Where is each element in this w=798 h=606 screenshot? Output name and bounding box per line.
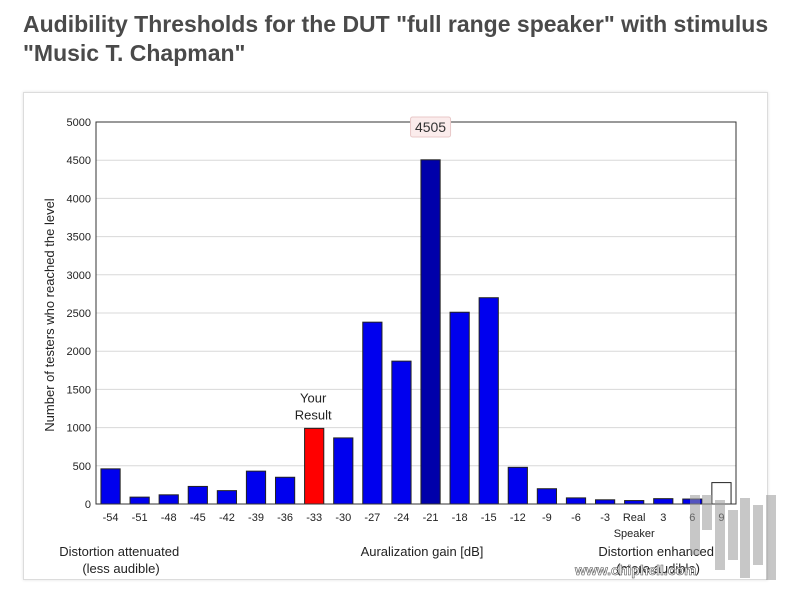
right-note-line-2: (more audible) — [616, 561, 700, 576]
bar[interactable] — [594, 499, 616, 505]
x-tick-label: -45 — [190, 512, 206, 524]
y-tick-label: 4500 — [67, 155, 91, 167]
bar[interactable] — [565, 497, 587, 505]
bar[interactable] — [478, 297, 499, 505]
right-note: Distortion enhanced (more audible) — [598, 544, 717, 576]
bar[interactable] — [245, 470, 267, 505]
tooltip-value: 4505 — [415, 119, 446, 135]
x-tick-label: -18 — [452, 512, 468, 524]
x-tick-label: 9 — [718, 512, 724, 524]
bars-group — [100, 159, 732, 505]
x-tick-label: -3 — [600, 512, 610, 524]
bar[interactable] — [711, 482, 732, 505]
page-title: Audibility Thresholds for the DUT "full … — [23, 11, 769, 66]
x-tick-label: -15 — [481, 512, 497, 524]
tooltip-box — [410, 116, 452, 138]
grid-lines — [96, 121, 736, 505]
bar[interactable] — [536, 488, 558, 505]
x-tick-label: -39 — [248, 512, 264, 524]
bar[interactable] — [216, 490, 238, 505]
x-tick-label: -21 — [423, 512, 439, 524]
x-tick-label: 3 — [660, 512, 666, 524]
bar[interactable] — [274, 476, 296, 505]
x-tick-label: -24 — [394, 512, 410, 524]
y-tick-label: 500 — [73, 461, 91, 473]
bar[interactable] — [653, 498, 674, 505]
x-tick-label: -42 — [219, 512, 235, 524]
left-note: Distortion attenuated (less audible) — [59, 544, 183, 576]
your-result-label: Your Result — [295, 390, 332, 422]
bar[interactable] — [187, 485, 208, 505]
x-axis-ticks: -54 -51 -48 -45 -42 -39 -36 -33 -30 -27 -24 -21 -18-… — [103, 512, 725, 540]
right-note-line-1: Distortion enhanced — [598, 544, 714, 559]
x-tick-label: -30 — [335, 512, 351, 524]
x-tick-label: -9 — [542, 512, 552, 524]
bar[interactable] — [304, 427, 325, 505]
value-tooltip: 4505 — [410, 116, 452, 138]
y-tick-label: 3500 — [67, 232, 91, 244]
x-tick-label: -48 — [161, 512, 177, 524]
your-result-text: Your Result — [295, 390, 332, 422]
y-tick-label: 2000 — [67, 346, 91, 358]
chart-panel: 0 500 1000 1500 2000 2500 3000 3500 4000 4500 5000… — [23, 92, 768, 580]
y-tick-label: 2500 — [67, 308, 91, 320]
bar[interactable] — [507, 466, 528, 505]
y-tick-label: 5000 — [67, 117, 91, 129]
x-tick-label: -36 — [277, 512, 293, 524]
y-tick-label: 1000 — [67, 423, 91, 435]
bar[interactable] — [333, 437, 354, 505]
bar[interactable] — [420, 159, 441, 505]
bar[interactable] — [449, 311, 470, 505]
x-tick-label: -33 — [306, 512, 322, 524]
x-tick-label: 6 — [689, 512, 695, 524]
bar-chart: 0 500 1000 1500 2000 2500 3000 3500 4000 4500 5000… — [42, 116, 737, 576]
bar[interactable] — [158, 494, 179, 505]
y-tick-label: 4000 — [67, 193, 91, 205]
left-note-line-1: Distortion attenuated — [59, 544, 179, 559]
y-tick-label: 1500 — [67, 384, 91, 396]
x-tick-label: -6 — [571, 512, 581, 524]
x-tick-label: -12 — [510, 512, 526, 524]
bar[interactable] — [624, 500, 645, 505]
bar[interactable] — [129, 496, 150, 505]
x-tick-label: Real Speaker — [614, 512, 655, 540]
bar[interactable] — [362, 321, 383, 505]
y-tick-label: 0 — [85, 499, 91, 511]
x-tick-label: -51 — [132, 512, 148, 524]
bar[interactable] — [100, 468, 121, 505]
y-axis-ticks: 0 500 1000 1500 2000 2500 3000 3500 4000 4500 5000 — [67, 117, 91, 511]
y-tick-label: 3000 — [67, 270, 91, 282]
left-note-line-2: (less audible) — [82, 561, 159, 576]
bar[interactable] — [682, 498, 703, 505]
x-tick-label: -54 — [103, 512, 119, 524]
x-tick-label: -27 — [364, 512, 380, 524]
y-axis-title: Number of testers who reached the level — [42, 198, 57, 432]
x-axis-title: Auralization gain [dB] — [361, 544, 484, 559]
bar[interactable] — [391, 360, 412, 505]
